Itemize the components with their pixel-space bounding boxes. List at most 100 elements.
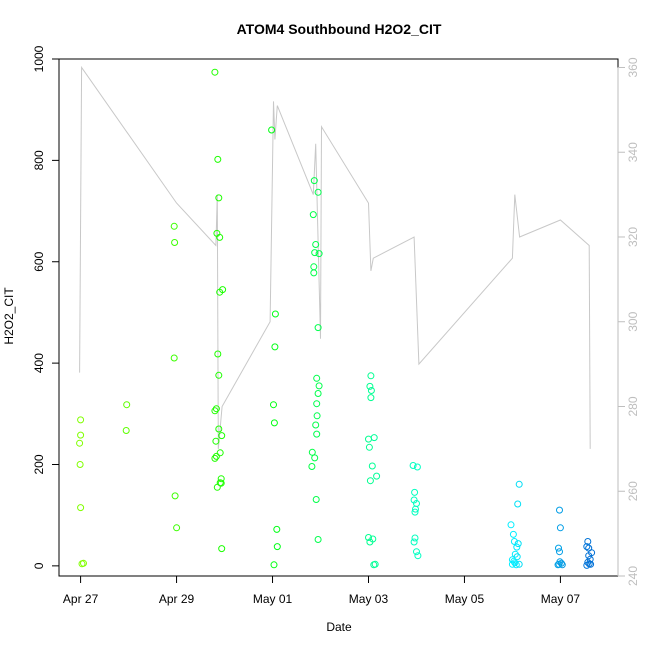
data-point (273, 543, 281, 551)
data-point (367, 394, 375, 402)
flight-track-layer (79, 65, 591, 449)
data-point (411, 508, 419, 516)
data-point (268, 126, 276, 134)
data-point (211, 407, 219, 415)
data-point (584, 538, 592, 545)
data-point (510, 538, 518, 545)
x-axis: Apr 27 Apr 29 May 01 May 03 May 05 May 07 (63, 575, 581, 606)
data-point (173, 524, 181, 532)
data-point (212, 452, 220, 460)
data-point (312, 496, 320, 503)
x-tick-label: May 03 (349, 592, 389, 606)
data-point (311, 249, 319, 257)
data-point (410, 496, 418, 504)
right-y-tick-label: 280 (626, 396, 640, 416)
data-point (77, 416, 85, 424)
data-point (315, 250, 323, 258)
data-point (76, 461, 84, 468)
data-point (309, 211, 317, 219)
y-tick-label: 400 (32, 353, 46, 373)
data-point (311, 454, 319, 462)
data-point (122, 427, 130, 434)
data-point (583, 543, 591, 551)
data-point (366, 538, 374, 546)
data-point (211, 454, 219, 462)
data-point (514, 500, 522, 508)
right-y-tick-label: 340 (626, 142, 640, 162)
data-point (585, 552, 593, 560)
data-point (370, 434, 378, 442)
data-point (410, 538, 418, 546)
y-tick-label: 200 (32, 454, 46, 474)
data-point (515, 480, 523, 488)
data-point (77, 504, 85, 512)
data-point (414, 552, 422, 560)
flight-track-line (79, 65, 591, 449)
data-point (367, 387, 375, 394)
data-point (270, 401, 277, 409)
data-point (583, 561, 591, 569)
data-point (314, 536, 322, 543)
data-point (76, 439, 84, 447)
data-point (515, 560, 523, 568)
data-point (212, 437, 220, 445)
data-point (514, 540, 522, 548)
data-point (366, 382, 374, 390)
data-point (365, 534, 372, 541)
y-tick-label: 800 (32, 150, 46, 170)
right-y-tick-label: 300 (626, 311, 640, 331)
data-point (370, 561, 378, 569)
data-point (219, 286, 227, 294)
y-tick-label: 0 (32, 562, 46, 569)
data-point (556, 506, 563, 514)
data-point (310, 269, 318, 277)
data-point (218, 432, 226, 440)
data-point (558, 561, 566, 569)
data-point (314, 390, 322, 397)
data-point (412, 505, 419, 513)
data-point (366, 477, 374, 485)
data-point (507, 521, 515, 529)
y-axis-label: H2O2_CIT (2, 287, 16, 345)
data-point (212, 405, 220, 413)
data-point (215, 194, 223, 202)
data-point (313, 374, 321, 382)
data-point (123, 401, 131, 409)
data-point (314, 324, 322, 332)
data-point (556, 548, 563, 556)
data-point (411, 534, 419, 542)
data-point (313, 430, 321, 438)
data-point (509, 530, 517, 538)
x-tick-label: Apr 27 (63, 592, 99, 606)
data-point (215, 425, 223, 433)
data-point (310, 263, 318, 271)
data-point (313, 412, 321, 420)
data-point (217, 479, 225, 487)
data-point (271, 310, 279, 318)
data-point (409, 462, 417, 469)
data-point (214, 350, 222, 358)
data-point (215, 371, 223, 379)
data-point (313, 400, 321, 408)
data-point (365, 435, 372, 443)
chart-title: ATOM4 Southbound H2O2_CIT (237, 21, 442, 37)
x-tick-label: May 07 (541, 592, 581, 606)
data-point (170, 222, 178, 230)
data-point (513, 543, 521, 551)
data-point (77, 431, 85, 439)
data-point (314, 188, 322, 196)
y-tick-label: 600 (32, 251, 46, 271)
data-point (373, 472, 381, 480)
data-point (171, 492, 179, 500)
right-y-tick-label: 320 (626, 227, 640, 247)
x-axis-label: Date (326, 620, 352, 634)
data-point (217, 475, 225, 483)
data-point (587, 560, 595, 568)
data-point (556, 524, 564, 532)
data-point (273, 525, 281, 533)
data-point (216, 233, 224, 241)
data-point (555, 544, 562, 552)
data-point (315, 382, 323, 390)
data-point (170, 354, 178, 362)
data-point-layer (76, 68, 596, 569)
